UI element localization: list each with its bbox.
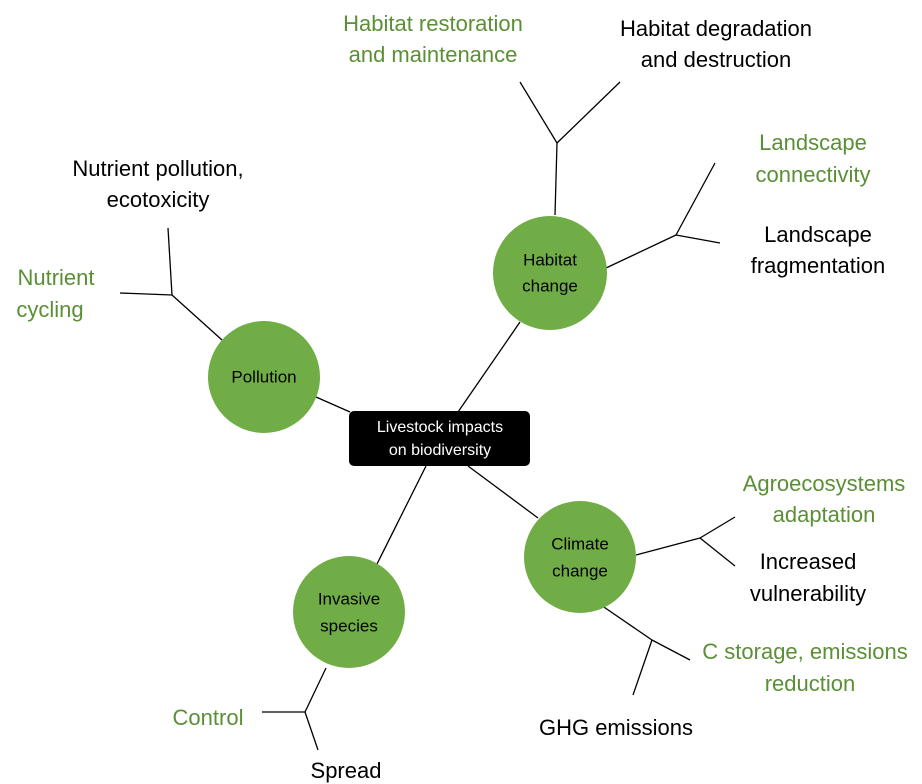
branch-line xyxy=(699,537,736,567)
connector xyxy=(315,396,351,413)
branch-label: and destruction xyxy=(641,47,791,72)
branch-line xyxy=(519,81,558,144)
branch-label: Agroecosystems xyxy=(743,471,906,496)
connectors xyxy=(119,81,736,751)
branch-line xyxy=(556,81,621,144)
connector xyxy=(457,321,521,413)
branch-label: Nutrient xyxy=(17,265,94,290)
node-label: Habitat xyxy=(523,250,577,269)
branch-label: connectivity xyxy=(756,162,871,187)
node-label: Climate xyxy=(551,534,609,553)
branch-line xyxy=(304,667,327,713)
branch-label: vulnerability xyxy=(750,581,866,606)
node-circle xyxy=(293,556,405,668)
branch-line xyxy=(635,537,701,556)
branch-label: Spread xyxy=(311,758,382,783)
center-box xyxy=(349,411,530,466)
branch-line xyxy=(597,602,653,641)
branch-label: Nutrient pollution, xyxy=(72,156,243,181)
center-label: Livestock impacts xyxy=(377,419,503,436)
branch-label: Habitat restoration xyxy=(343,11,523,36)
node-label: change xyxy=(552,561,608,580)
branch-labels: Habitat restoration and maintenance Habi… xyxy=(16,11,907,783)
branch-label: C storage, emissions xyxy=(702,639,907,664)
branch-label: Habitat degradation xyxy=(620,16,812,41)
branch-line xyxy=(171,294,223,341)
connector xyxy=(467,465,539,519)
node-label: change xyxy=(522,276,578,295)
branch-label: Increased xyxy=(760,549,857,574)
node-circle xyxy=(208,321,320,433)
node-label: Pollution xyxy=(231,367,296,386)
branch-line xyxy=(605,234,677,269)
branch-line xyxy=(699,516,736,539)
branch-label: and maintenance xyxy=(349,42,518,67)
node-label: Invasive xyxy=(318,589,380,608)
branch-label: adaptation xyxy=(773,502,876,527)
branch-line xyxy=(554,142,558,216)
branch-label: Control xyxy=(173,705,244,730)
branch-label: GHG emissions xyxy=(539,715,693,740)
branch-label: reduction xyxy=(765,671,856,696)
center-label: on biodiversity xyxy=(389,442,491,459)
branch-label: Landscape xyxy=(759,130,867,155)
connector xyxy=(375,465,427,567)
node-circle xyxy=(493,216,607,330)
branch-line xyxy=(675,162,716,236)
branch-line xyxy=(651,639,691,661)
branch-line xyxy=(119,292,173,296)
branch-line xyxy=(632,639,653,696)
branch-line xyxy=(304,711,319,751)
branch-line xyxy=(167,227,173,296)
branch-label: fragmentation xyxy=(751,253,886,278)
branch-label: ecotoxicity xyxy=(107,187,210,212)
branch-label: Landscape xyxy=(764,222,872,247)
node-label: species xyxy=(320,616,378,635)
branch-label: cycling xyxy=(16,297,83,322)
branch-line xyxy=(675,234,721,244)
node-circle xyxy=(524,501,636,613)
